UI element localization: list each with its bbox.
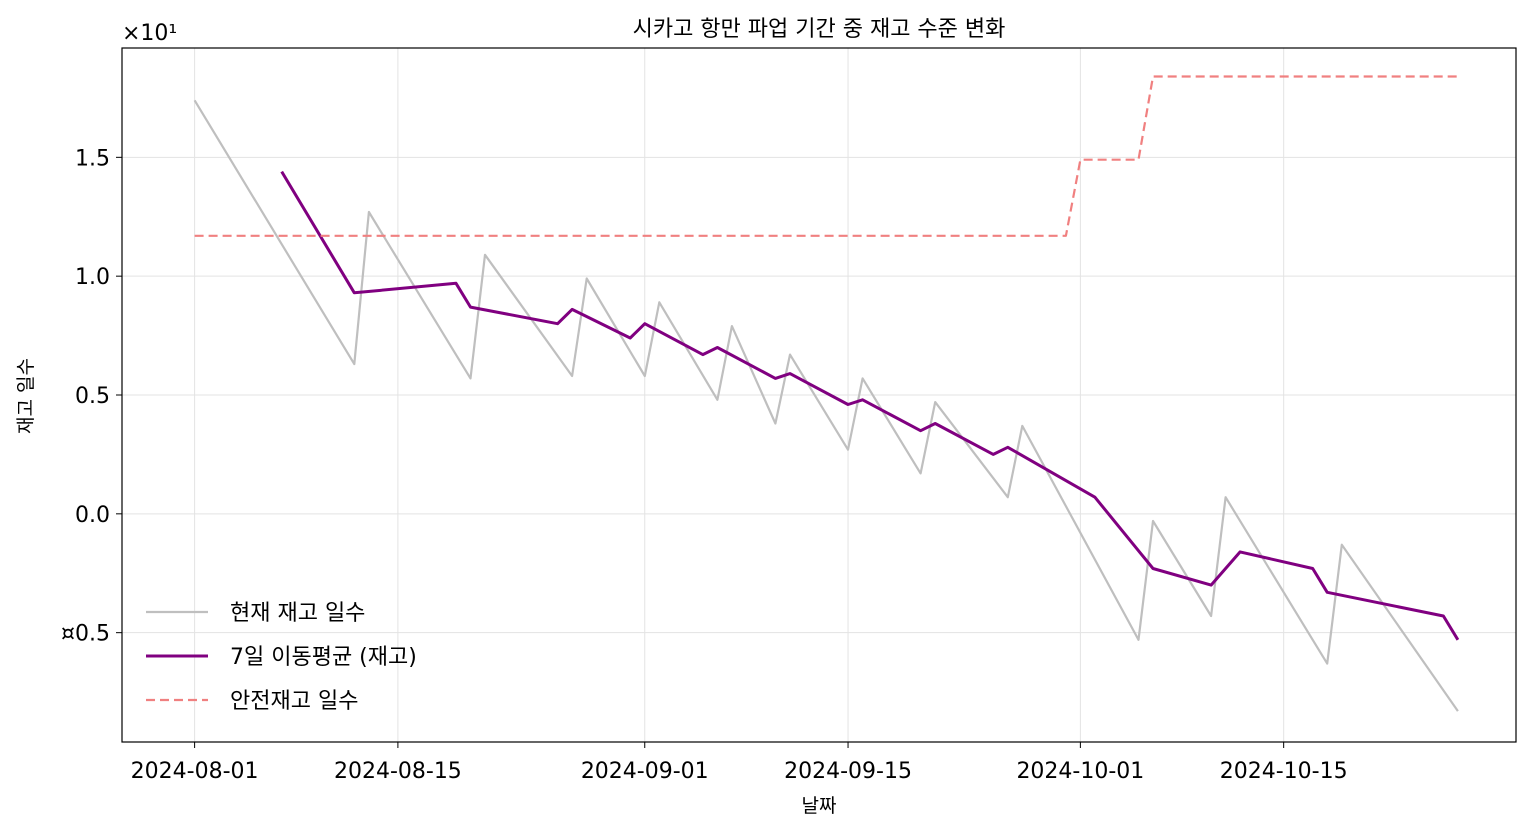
y-offset-text: ×10¹ [122,21,177,46]
series-layer [193,75,1460,712]
x-tick-label: 2024-10-15 [1220,759,1348,784]
y-axis: ¤0.5 0.0 0.5 1.0 1.5 [61,146,122,647]
legend-label-3: 안전재고 일수 [230,689,358,714]
x-axis: 2024-08-01 2024-08-15 2024-09-01 2024-09-15… [131,742,1348,784]
x-tick-label: 2024-10-01 [1016,759,1144,784]
chart-title: 시카고 항만 파업 기간 중 재고 수준 변화 [633,17,1006,42]
series-line-1 [193,99,1459,712]
y-axis-label: 재고 일수 [15,358,37,434]
series-line-2 [280,170,1460,641]
y-tick-label: 0.5 [75,384,110,409]
x-tick-label: 2024-08-01 [131,759,259,784]
series-line-3 [194,75,1458,237]
y-tick-label: ¤0.5 [61,622,110,647]
legend-label-1: 현재 재고 일수 [230,601,365,626]
grid [122,48,1516,742]
x-tick-label: 2024-08-15 [334,759,462,784]
y-tick-label: 1.0 [75,265,110,290]
legend: 현재 재고 일수 7일 이동평균 (재고) 안전재고 일수 [146,601,417,714]
y-tick-label: 1.5 [75,146,110,171]
y-tick-label: 0.0 [75,503,110,528]
x-tick-label: 2024-09-01 [581,759,709,784]
legend-label-2: 7일 이동평균 (재고) [230,645,417,670]
x-tick-label: 2024-09-15 [784,759,912,784]
x-axis-label: 날짜 [802,795,837,817]
